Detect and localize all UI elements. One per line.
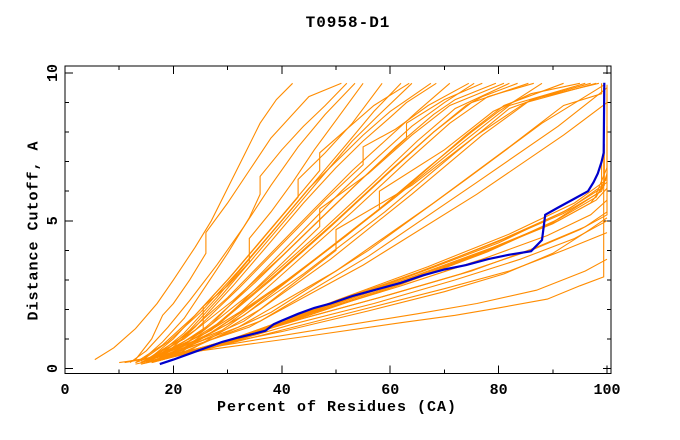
model-curve (156, 82, 581, 361)
model-curve (119, 87, 605, 364)
x-tick-label: 60 (381, 382, 399, 399)
y-tick-label: 0 (45, 364, 62, 373)
y-tick-label: 10 (45, 64, 62, 82)
model-curve (140, 82, 348, 362)
model-curve (129, 82, 356, 364)
model-curve (162, 82, 600, 359)
y-tick-label: 5 (45, 216, 62, 225)
model-curve (183, 82, 597, 355)
highlighted-model-curve (159, 82, 606, 366)
x-tick-label: 80 (490, 382, 508, 399)
model-curve (135, 82, 543, 364)
model-curve (129, 258, 608, 362)
x-tick-label: 0 (60, 382, 69, 399)
plot-frame (64, 65, 612, 374)
model-curve (135, 82, 342, 360)
model-curve (167, 82, 586, 358)
x-tick-label: 20 (164, 382, 182, 399)
x-tick-label: 40 (273, 382, 291, 399)
chart-title: T0958-D1 (305, 14, 391, 32)
model-curve (151, 82, 529, 361)
model-curve (146, 82, 510, 362)
model-curve (140, 82, 364, 364)
model-curve (156, 93, 608, 361)
model-curve (135, 82, 410, 364)
model-curve (94, 82, 293, 361)
model-curve (156, 87, 608, 361)
x-axis-label: Percent of Residues (CA) (216, 399, 458, 416)
model-curve (173, 84, 605, 358)
model-curve (156, 82, 413, 359)
model-curve (140, 82, 432, 362)
model-curve (151, 82, 470, 361)
model-curve (162, 82, 518, 359)
model-curve (146, 220, 608, 364)
model-curve (156, 82, 497, 361)
model-curve (162, 82, 437, 358)
model-curve (124, 217, 608, 364)
x-tick-label: 100 (593, 382, 620, 399)
